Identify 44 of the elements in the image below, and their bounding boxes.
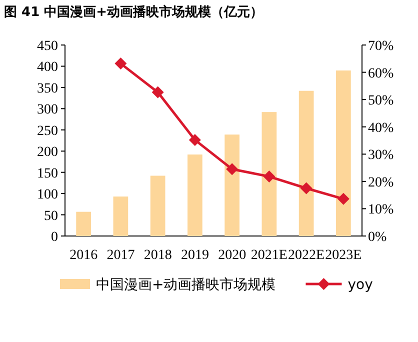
y-tick-label: 450 <box>37 39 58 54</box>
y-tick-label: 0 <box>51 230 58 245</box>
bar <box>188 154 202 236</box>
y2-tick-label: 40% <box>368 120 394 136</box>
point <box>152 86 164 98</box>
y-tick-label: 350 <box>37 81 58 96</box>
point <box>188 134 201 146</box>
y2-tick-label: 20% <box>368 175 394 190</box>
bar <box>224 134 240 236</box>
x-tick-label: 2021E <box>250 248 288 263</box>
point <box>114 58 127 70</box>
y2-tick-label: 0% <box>368 230 387 245</box>
x-tick-label: 2023E <box>325 248 362 263</box>
bar <box>150 176 166 236</box>
legend-label: 中国漫画+动画播映市场规模 <box>96 277 276 293</box>
x-tick-label: 2020 <box>218 248 246 263</box>
x-tick-label: 2022E <box>288 248 325 263</box>
y-tick-label: 400 <box>37 60 58 76</box>
y-tick-label: 50 <box>44 208 58 224</box>
y-tick-label: 150 <box>37 166 58 182</box>
point <box>226 163 238 176</box>
y2-tick-label: 10% <box>368 202 394 218</box>
bar <box>113 196 128 236</box>
x-tick-label: 2016 <box>70 248 98 263</box>
y2-tick-label: 70% <box>368 39 394 54</box>
bar <box>262 112 277 236</box>
y-tick-label: 200 <box>37 145 58 160</box>
y2-tick-label: 50% <box>368 94 394 109</box>
bar <box>298 90 314 236</box>
legend-label: yoy <box>348 277 373 293</box>
x-tick-label: 2017 <box>106 248 135 263</box>
chart-title: 图 41 中国漫画+动画播映市场规模（亿元） <box>4 4 264 20</box>
y-tick-label: 250 <box>37 124 58 139</box>
point <box>263 170 276 183</box>
y2-tick-label: 60% <box>368 66 394 82</box>
bar <box>336 70 351 236</box>
x-tick-label: 2018 <box>144 248 172 263</box>
x-tick-label: 2019 <box>180 248 209 263</box>
y-tick-label: 300 <box>37 102 58 118</box>
y2-tick-label: 30% <box>368 148 394 164</box>
bar <box>76 212 91 236</box>
point <box>300 182 312 194</box>
point <box>337 192 350 205</box>
y-tick-label: 100 <box>37 188 58 203</box>
